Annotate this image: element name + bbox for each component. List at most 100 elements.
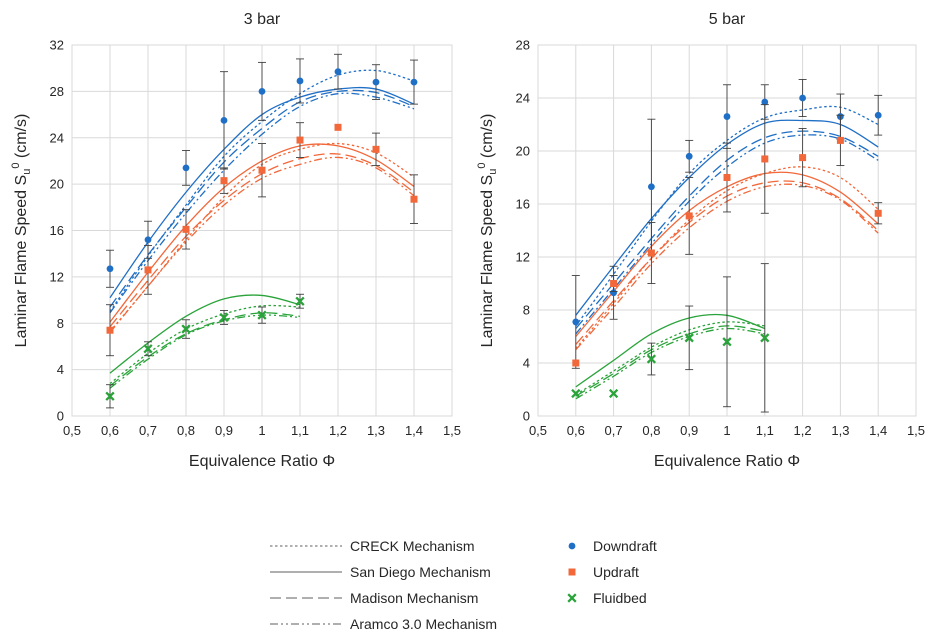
- series-line-fluidbed-creck-mechanism: [575, 321, 765, 396]
- series-line-downdraft-creck-mechanism: [109, 69, 415, 313]
- chart-title: 3 bar: [244, 11, 281, 28]
- x-axis-title: Equivalence Ratio Φ: [189, 453, 335, 470]
- x-tick-label: 0,9: [680, 423, 698, 438]
- x-tick-label: 1,5: [443, 423, 461, 438]
- data-point-downdraft: [372, 78, 380, 86]
- data-point-fluidbed: [257, 310, 267, 320]
- chart-panel-3bar: 0,5 0,6 0,7 0,8 0,9 1 1,1 1,2 1,3 1,4 1,5 0 4 8 12 16 20…: [10, 11, 461, 470]
- x-tick-label: 1,3: [831, 423, 849, 438]
- y-tick-label: 0: [57, 409, 64, 424]
- x-tick-label: 1,4: [869, 423, 887, 438]
- x-tick-label: 1,1: [291, 423, 309, 438]
- y-axis-title-subscript: u: [21, 169, 33, 175]
- data-point-fluidbed: [105, 391, 115, 401]
- x-tick-label: 1,2: [329, 423, 347, 438]
- y-tick-label: 28: [516, 38, 530, 53]
- data-point-downdraft: [799, 94, 806, 102]
- y-tick-label: 20: [50, 177, 64, 192]
- y-tick-label: 4: [523, 356, 530, 371]
- data-point-downdraft: [572, 318, 580, 326]
- x-tick-label: 0,6: [101, 423, 119, 438]
- y-tick-label: 12: [50, 269, 64, 284]
- series-line-fluidbed-creck-mechanism: [109, 304, 301, 385]
- data-point-updraft: [296, 136, 304, 144]
- data-point-updraft: [572, 359, 580, 367]
- data-point-updraft: [410, 195, 418, 203]
- series-line-updraft-creck-mechanism: [575, 166, 879, 349]
- experimental-points: [571, 78, 883, 413]
- x-tick-label: 1,3: [367, 423, 385, 438]
- x-tick-label: 0,6: [567, 423, 585, 438]
- legend-marker-updraft: [568, 568, 576, 576]
- x-tick-label: 0,5: [529, 423, 547, 438]
- data-point-downdraft: [106, 265, 114, 273]
- data-point-updraft: [372, 145, 380, 153]
- data-point-updraft: [647, 249, 655, 257]
- legend-label: Aramco 3.0 Mechanism: [350, 616, 497, 630]
- y-tick-label: 8: [523, 303, 530, 318]
- y-axis-title-unit: (cm/s): [13, 114, 30, 163]
- plot-area-border: [71, 44, 453, 417]
- y-tick-label: 20: [516, 144, 530, 159]
- data-point-downdraft: [761, 98, 769, 106]
- data-point-fluidbed: [760, 333, 770, 343]
- y-axis-title: Laminar Flame Speed Su0 (cm/s): [476, 114, 499, 348]
- data-point-updraft: [144, 266, 152, 274]
- data-point-fluidbed: [143, 344, 153, 354]
- data-point-fluidbed: [181, 324, 191, 334]
- legend: CRECK Mechanism San Diego Mechanism Madiso…: [270, 538, 657, 630]
- x-tick-label: 0,8: [642, 423, 660, 438]
- y-axis-title-unit: (cm/s): [479, 114, 496, 163]
- y-axis-title-subscript: u: [487, 169, 499, 175]
- series-line-fluidbed-madison-mechanism: [575, 325, 765, 397]
- y-axis-title-superscript: 0: [476, 163, 488, 169]
- data-point-downdraft: [874, 111, 882, 119]
- chart-panel-5bar: 0,5 0,6 0,7 0,8 0,9 1 1,1 1,2 1,3 1,4 1,5 0 4 8 12 16 20…: [476, 11, 925, 470]
- legend-marker-downdraft: [568, 542, 576, 550]
- data-point-updraft: [723, 174, 731, 181]
- x-tick-label: 0,8: [177, 423, 195, 438]
- data-point-fluidbed: [571, 388, 581, 399]
- data-point-downdraft: [334, 68, 342, 76]
- y-axis-title-main: Laminar Flame Speed S: [13, 175, 30, 348]
- data-point-updraft: [220, 177, 228, 185]
- data-point-downdraft: [144, 236, 152, 244]
- y-tick-label: 32: [50, 38, 64, 53]
- data-point-updraft: [182, 225, 190, 233]
- series-line-fluidbed-madison-mechanism: [109, 312, 301, 387]
- data-point-downdraft: [723, 113, 731, 120]
- legend-label: San Diego Mechanism: [350, 564, 491, 580]
- y-tick-label: 28: [50, 84, 64, 99]
- data-point-downdraft: [182, 164, 190, 172]
- series-line-fluidbed-aramco-3-0-mechanism: [109, 314, 301, 389]
- data-point-updraft: [258, 166, 266, 174]
- x-tick-label: 1,2: [794, 423, 812, 438]
- y-tick-label: 12: [516, 250, 530, 265]
- x-tick-label: 1,4: [405, 423, 423, 438]
- legend-label: CRECK Mechanism: [350, 538, 474, 554]
- data-point-updraft: [685, 212, 693, 220]
- series-line-fluidbed-san-diego-mechanism: [109, 294, 301, 374]
- data-point-fluidbed: [684, 333, 694, 343]
- x-tick-label: 1: [258, 423, 265, 438]
- y-axis-title-superscript: 0: [10, 163, 22, 169]
- y-tick-label: 16: [516, 197, 530, 212]
- x-tick-label: 1,1: [756, 423, 774, 438]
- experimental-points: [105, 53, 418, 409]
- data-point-updraft: [836, 136, 844, 144]
- x-axis-title: Equivalence Ratio Φ: [654, 453, 800, 470]
- data-point-fluidbed: [608, 388, 619, 399]
- series-line-downdraft-aramco-3-0-mechanism: [109, 92, 415, 314]
- series-line-downdraft-aramco-3-0-mechanism: [575, 134, 879, 335]
- x-tick-label: 0,9: [215, 423, 233, 438]
- x-tick-label: 0,7: [605, 423, 623, 438]
- y-tick-label: 0: [523, 409, 530, 424]
- y-tick-label: 8: [57, 316, 64, 331]
- data-point-downdraft: [410, 78, 418, 86]
- data-point-fluidbed: [646, 354, 657, 364]
- series-line-fluidbed-san-diego-mechanism: [575, 313, 766, 388]
- data-point-fluidbed: [219, 312, 229, 323]
- y-tick-label: 24: [516, 91, 530, 106]
- data-point-downdraft: [220, 116, 228, 124]
- chart-title: 5 bar: [709, 11, 746, 28]
